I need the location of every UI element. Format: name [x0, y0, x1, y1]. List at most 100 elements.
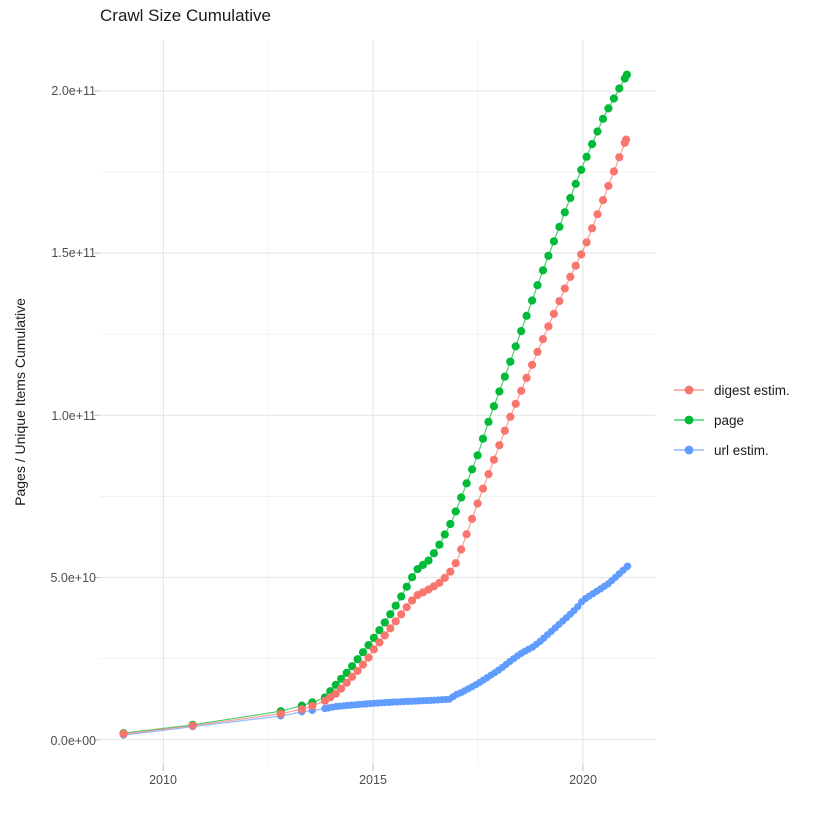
data-point: [297, 705, 306, 714]
data-point: [457, 545, 466, 554]
data-point: [429, 549, 438, 558]
data-point: [538, 335, 548, 344]
data-point: [582, 152, 591, 161]
data-point: [506, 357, 515, 366]
series-url-estim-points: [119, 562, 632, 739]
data-point: [380, 631, 389, 640]
data-point: [517, 386, 526, 395]
data-point: [544, 251, 553, 260]
data-point: [571, 179, 580, 188]
data-point: [457, 493, 466, 502]
series-page-points: [119, 70, 632, 738]
data-point: [574, 603, 582, 611]
data-point: [364, 653, 373, 662]
data-point: [484, 417, 493, 426]
data-point: [337, 684, 346, 693]
data-point: [348, 662, 357, 671]
data-point: [348, 672, 357, 681]
data-point: [577, 250, 586, 259]
data-point: [566, 272, 575, 281]
data-point: [408, 596, 417, 605]
data-point: [446, 567, 455, 576]
legend-item-label: url estim.: [714, 442, 769, 458]
data-point: [484, 470, 493, 479]
data-point: [560, 208, 569, 217]
data-point: [549, 237, 559, 246]
data-point: [353, 666, 362, 676]
data-point: [609, 94, 619, 103]
data-point: [440, 530, 449, 539]
series-digest-estim-line: [123, 139, 627, 735]
y-tick-label-1e11: 1.0e+11: [51, 409, 96, 423]
chart-title: Crawl Size Cumulative: [100, 6, 271, 25]
data-point: [615, 84, 624, 93]
legend-item-label: page: [714, 412, 745, 428]
data-point: [533, 347, 542, 356]
data-point: [528, 296, 537, 305]
data-point: [500, 426, 509, 435]
data-point: [375, 638, 384, 647]
data-point: [418, 560, 428, 570]
data-point: [571, 261, 580, 270]
data-point: [593, 210, 602, 219]
data-point: [511, 342, 520, 351]
data-point: [522, 311, 531, 320]
legend-key-icon: [674, 445, 704, 455]
legend-key-icon: [674, 385, 704, 395]
data-point: [468, 465, 477, 474]
data-point: [424, 556, 433, 565]
data-point: [369, 645, 378, 654]
data-point: [119, 729, 128, 739]
data-point: [408, 573, 417, 582]
data-point: [342, 678, 351, 687]
data-point: [308, 701, 317, 711]
data-point: [609, 167, 619, 176]
data-point: [500, 372, 509, 381]
data-point: [451, 559, 460, 568]
data-point: [402, 603, 411, 612]
x-tick-label-2020: 2020: [569, 773, 597, 787]
data-point: [604, 181, 613, 190]
data-point: [517, 327, 526, 336]
data-point: [331, 689, 340, 698]
data-point: [533, 281, 542, 290]
legend-item-url-estim: url estim.: [672, 435, 790, 465]
data-point: [506, 412, 515, 421]
data-point: [555, 297, 564, 306]
data-point: [495, 387, 504, 396]
series-digest-estim-points: [119, 135, 631, 739]
data-point: [624, 562, 632, 570]
data-point: [555, 222, 564, 231]
data-point: [391, 601, 400, 610]
data-point: [353, 655, 362, 664]
data-point: [369, 633, 378, 643]
data-point: [451, 507, 460, 516]
data-point: [358, 660, 368, 669]
y-tick-label-2e11: 2.0e+11: [51, 84, 96, 98]
data-point: [391, 617, 400, 626]
data-point: [522, 373, 531, 382]
data-point: [478, 484, 488, 493]
legend-key-icon: [674, 415, 704, 425]
data-point: [604, 104, 613, 113]
legend-item-page: page: [672, 405, 790, 435]
y-axis-title: Pages / Unique Items Cumulative: [12, 298, 28, 506]
data-point: [462, 479, 471, 488]
data-point: [489, 402, 498, 411]
data-point: [566, 193, 575, 203]
data-point: [588, 224, 597, 233]
data-point: [598, 114, 608, 123]
data-point: [397, 592, 406, 601]
data-point: [489, 455, 498, 464]
data-point: [446, 519, 455, 529]
y-tick-label-0: 0.0e+00: [50, 734, 96, 748]
data-point: [560, 284, 569, 293]
data-point: [380, 618, 389, 627]
data-point: [375, 626, 384, 635]
data-point: [473, 451, 482, 460]
data-point: [462, 530, 471, 539]
y-tick-label-5e10: 5.0e+10: [50, 571, 96, 585]
data-point: [615, 153, 624, 162]
